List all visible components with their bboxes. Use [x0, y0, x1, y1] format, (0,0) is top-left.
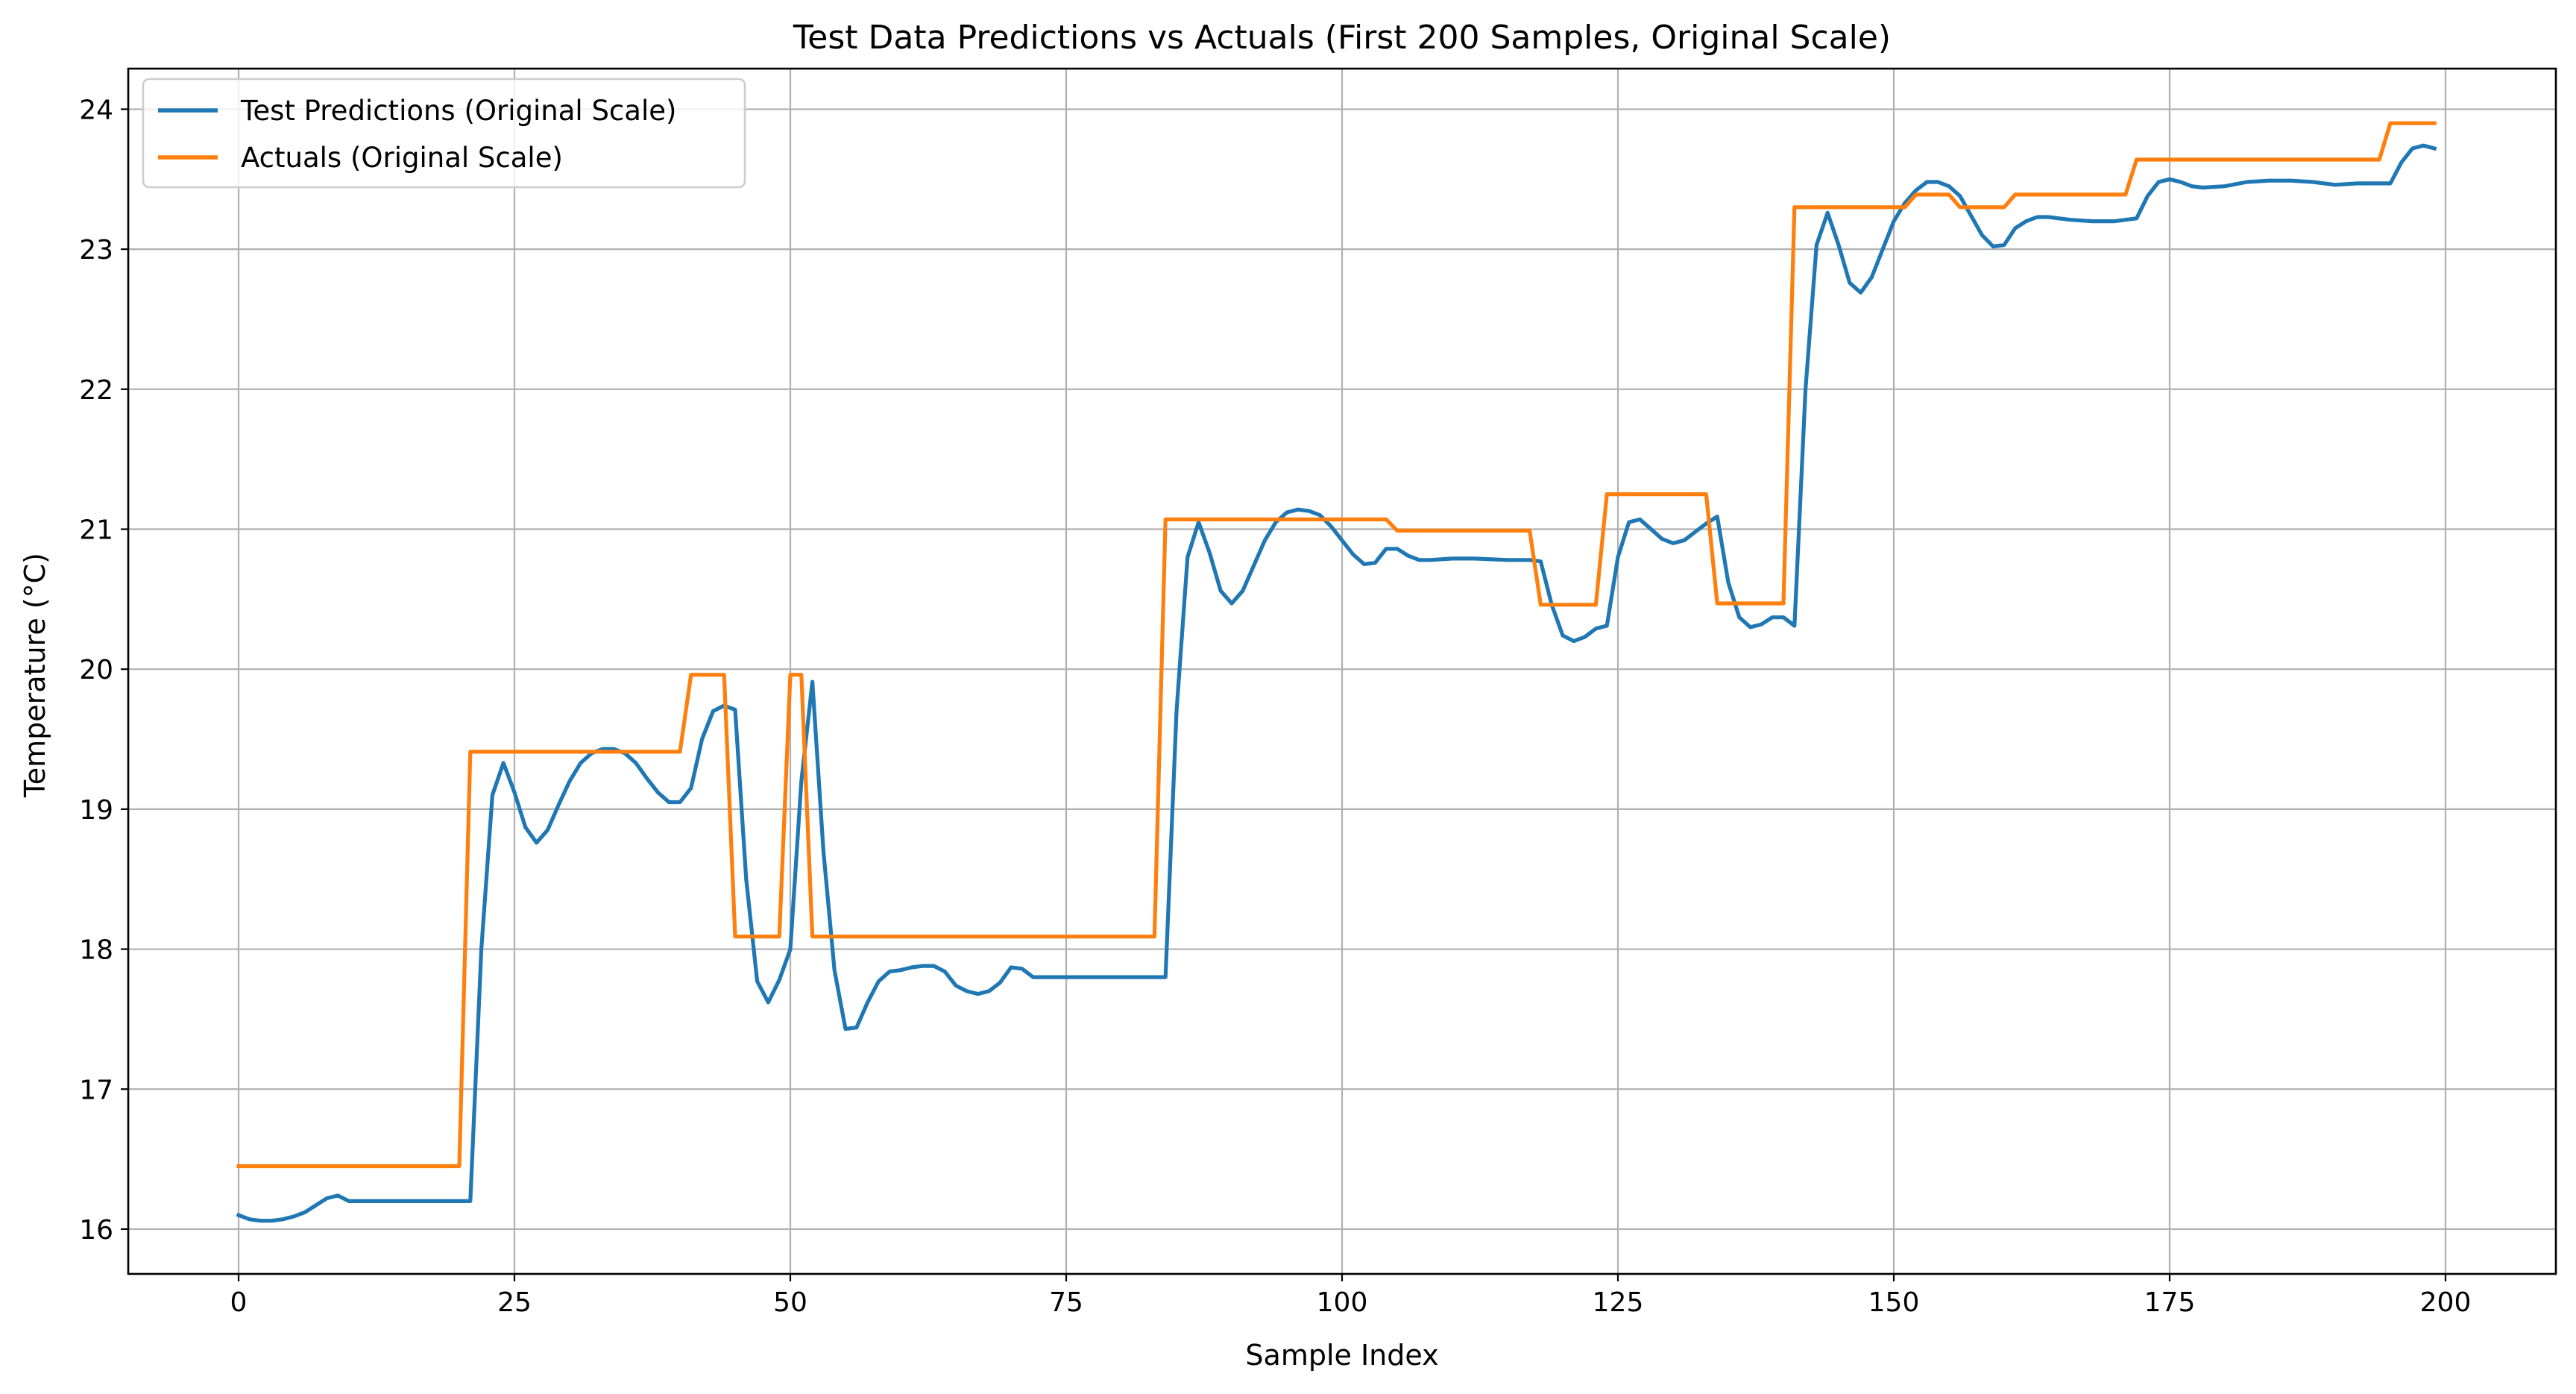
x-tick-label: 50 [773, 1287, 807, 1318]
ticks: 0 25 50 75 100 125 150 175 200 16 17 18 19 20 21 22 23 24 [79, 95, 2471, 1318]
series-line-actuals [236, 121, 2437, 1169]
chart-title: Test Data Predictions vs Actuals (First … [793, 19, 1891, 57]
y-tick-label: 23 [79, 235, 113, 266]
x-tick-label: 150 [1868, 1287, 1920, 1318]
x-tick-label: 25 [497, 1287, 532, 1318]
x-axis-label: Sample Index [1245, 1339, 1438, 1372]
x-tick-label: 125 [1593, 1287, 1644, 1318]
y-tick-label: 16 [79, 1215, 113, 1246]
x-tick-label: 75 [1049, 1287, 1083, 1318]
y-tick-label: 17 [79, 1075, 113, 1105]
y-tick-label: 21 [79, 515, 113, 545]
legend-label-predictions: Test Predictions (Original Scale) [240, 95, 676, 127]
legend: Test Predictions (Original Scale) Actual… [142, 78, 746, 189]
y-tick-label: 18 [79, 935, 113, 966]
y-axis-label: Temperature (°C) [19, 553, 51, 798]
y-tick-label: 24 [79, 95, 113, 125]
y-tick-label: 19 [79, 795, 113, 826]
series-group [236, 121, 2437, 1223]
x-tick-label: 175 [2144, 1287, 2196, 1318]
grid [128, 69, 2556, 1274]
y-tick-label: 22 [79, 375, 113, 406]
x-tick-label: 100 [1317, 1287, 1368, 1318]
legend-label-actuals: Actuals (Original Scale) [241, 142, 563, 174]
series-line-predictions [236, 143, 2437, 1223]
x-tick-label: 200 [2420, 1287, 2472, 1318]
legend-box [142, 78, 746, 189]
y-tick-label: 20 [79, 655, 113, 685]
x-tick-label: 0 [230, 1287, 248, 1318]
